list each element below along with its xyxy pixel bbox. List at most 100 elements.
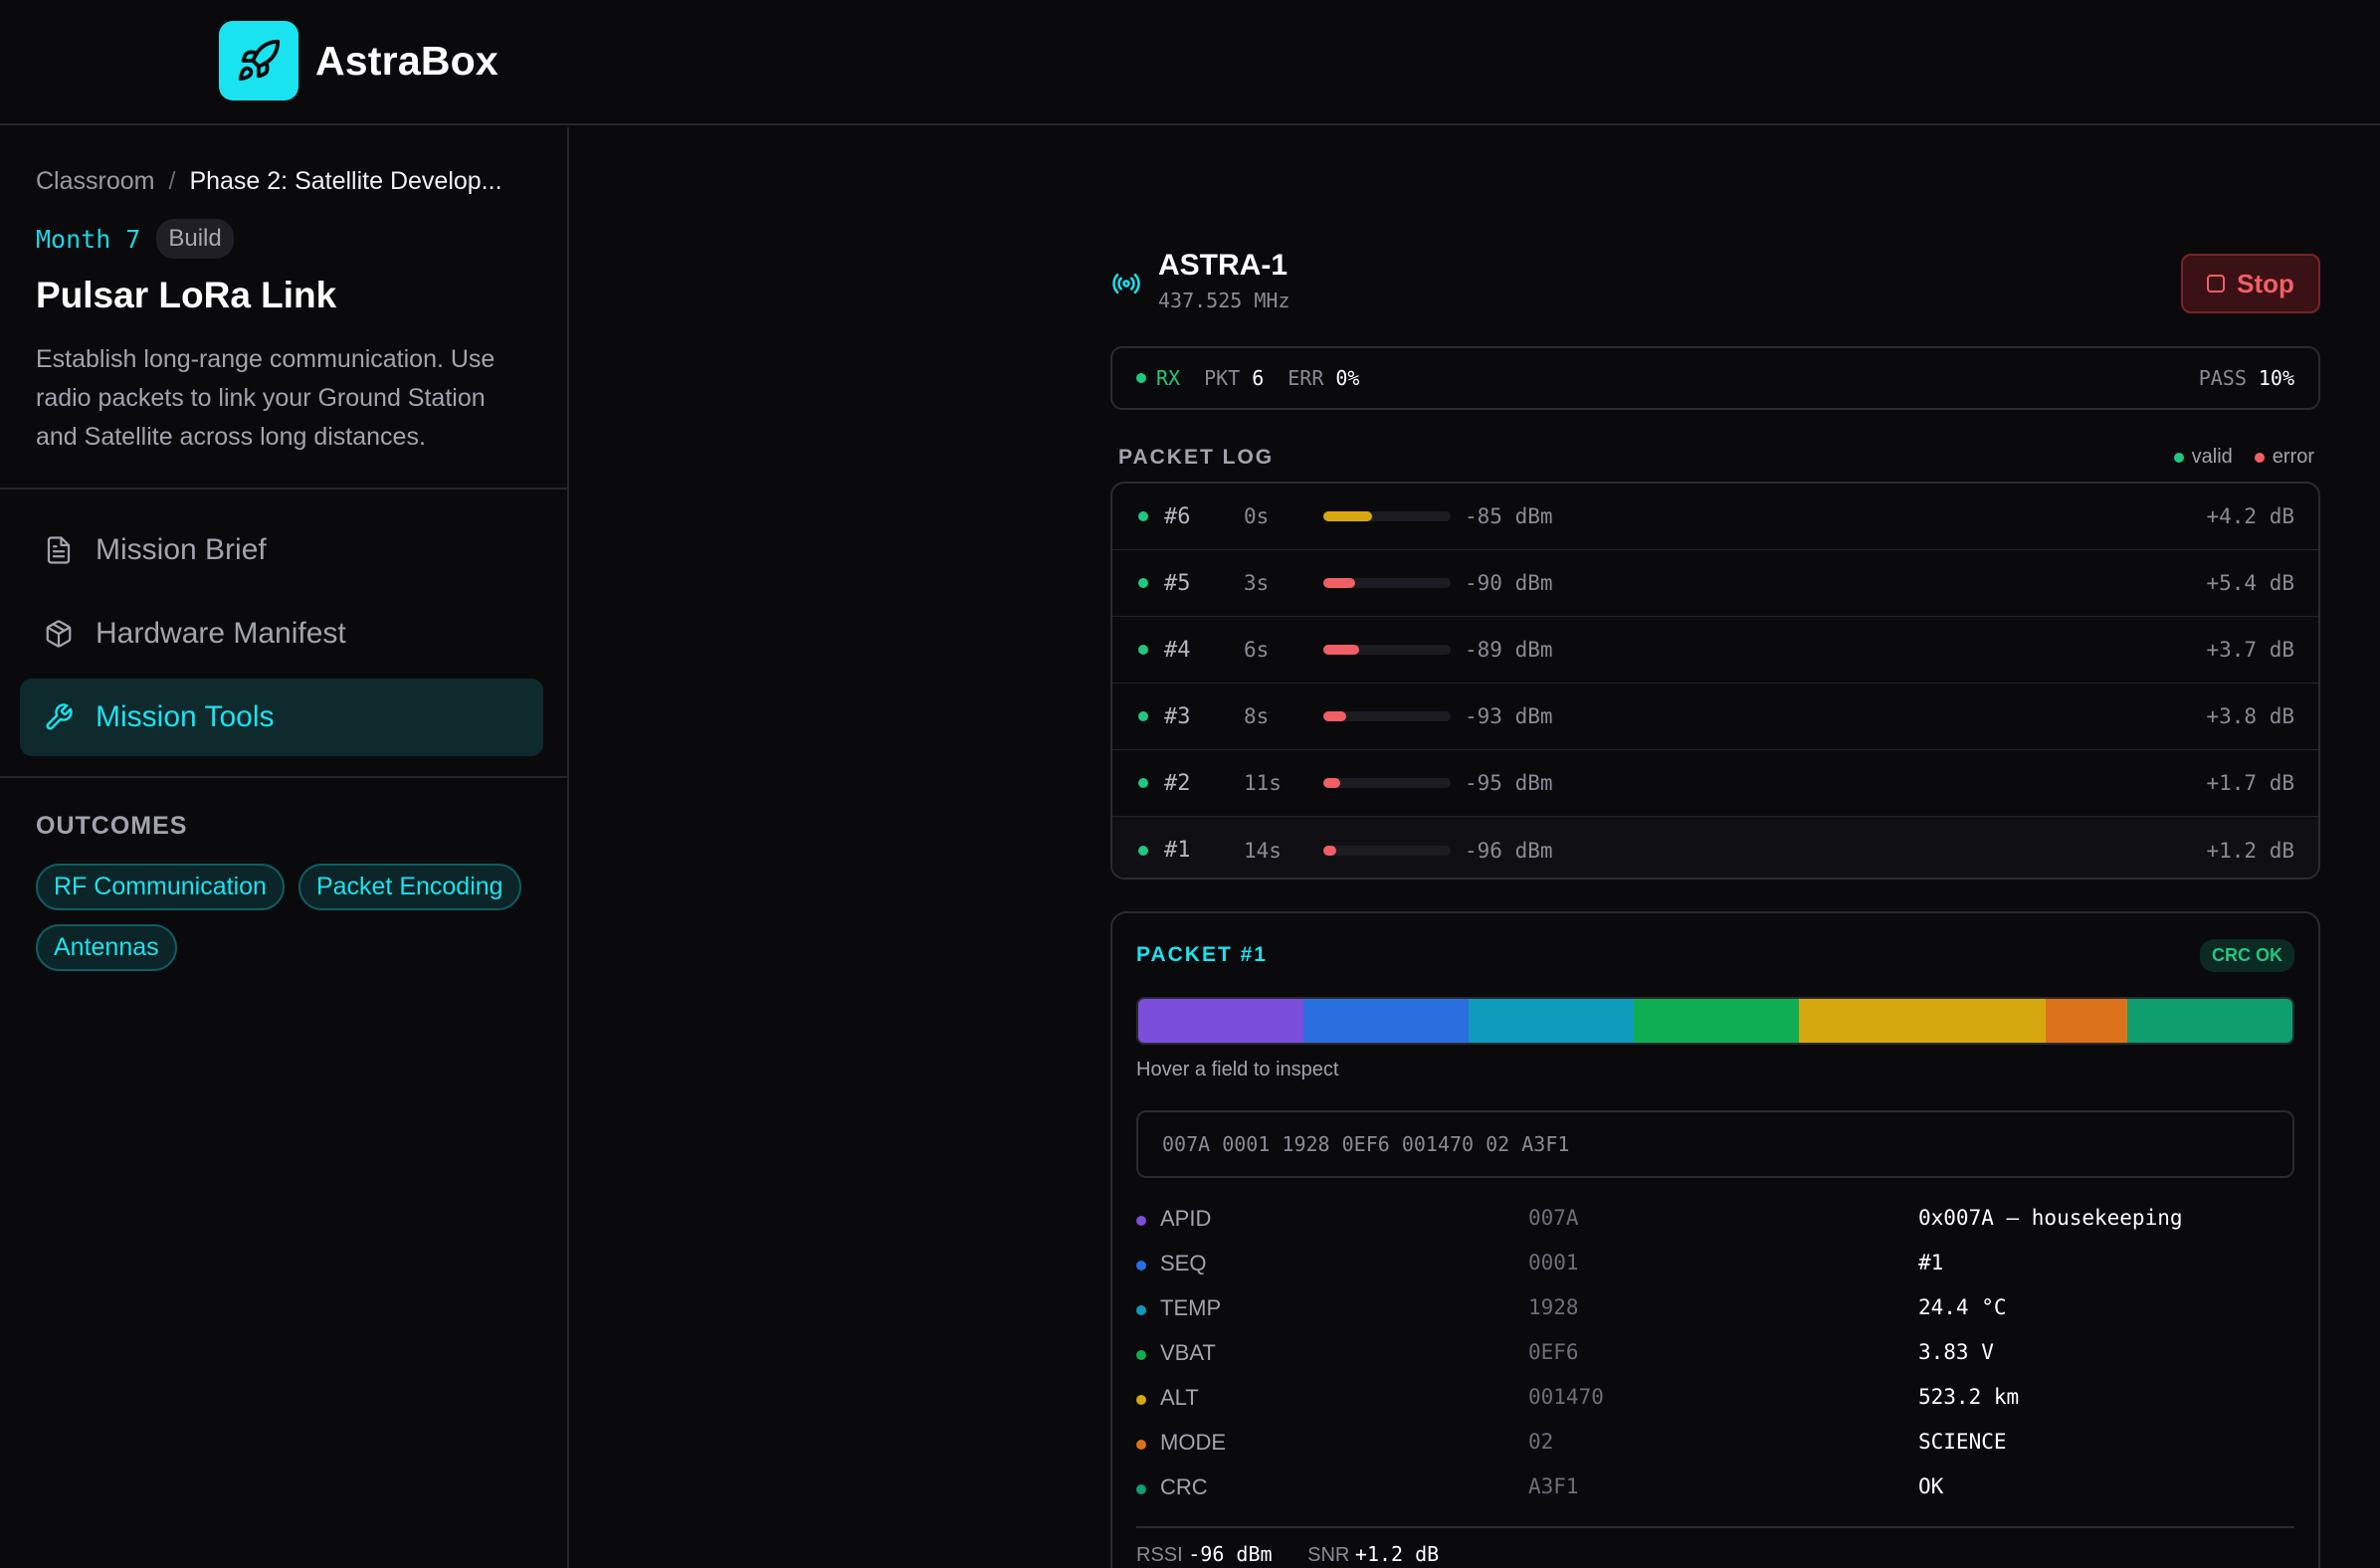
packet-snr: +1.2 dB [2206, 838, 2294, 863]
packet-inspector-title: PACKET #1 [1136, 943, 1268, 966]
field-value: SCIENCE [1918, 1430, 2007, 1454]
packet-field-bar [1136, 997, 2294, 1045]
packet-status-dot [1138, 578, 1148, 588]
lesson-title: Pulsar LoRa Link [36, 275, 337, 315]
pass-progress: 10% [2258, 366, 2294, 390]
field-hex: A3F1 [1528, 1474, 1579, 1498]
packet-rssi: -90 dBm [1465, 571, 1553, 595]
packet-field-row[interactable]: CRC A3F1 OK [1136, 1470, 2294, 1515]
signal-bar-fill [1323, 845, 1336, 856]
nav-item-hardware-manifest[interactable]: Hardware Manifest [20, 595, 543, 673]
outcomes-list: RF Communication Packet Encoding Antenna… [36, 864, 553, 971]
month-row: Month 7 Build [36, 219, 234, 259]
packet-age: 0s [1244, 504, 1270, 528]
sidebar: Classroom / Phase 2: Satellite Develop... … [0, 127, 569, 1568]
err-label: ERR [1288, 366, 1324, 390]
field-segment-alt[interactable] [1798, 999, 2046, 1043]
err-rate: 0% [1335, 366, 1360, 390]
packet-field-row[interactable]: SEQ 0001 #1 [1136, 1247, 2294, 1291]
packet-age: 14s [1244, 838, 1282, 863]
packet-log-row-selected[interactable]: #1 14s -96 dBm +1.2 dB [1112, 817, 2318, 878]
field-value: OK [1918, 1474, 1944, 1498]
packet-snr: +3.8 dB [2206, 704, 2294, 728]
packet-log-row[interactable]: #4 6s -89 dBm +3.7 dB [1112, 617, 2318, 684]
outcome-chip: Packet Encoding [298, 864, 521, 910]
packet-age: 6s [1244, 638, 1270, 662]
brand[interactable]: AstraBox [219, 21, 498, 100]
outcome-chip: Antennas [36, 924, 177, 971]
packet-age: 11s [1244, 771, 1282, 795]
packet-inspector: PACKET #1 CRC OK Hover a field to inspec… [1110, 911, 2320, 1568]
nav-item-label: Mission Brief [96, 533, 267, 566]
packet-log-row[interactable]: #5 3s -90 dBm +5.4 dB [1112, 550, 2318, 617]
stage-badge: Build [156, 219, 234, 259]
field-hex: 0EF6 [1528, 1340, 1579, 1364]
packet-status-dot [1138, 511, 1148, 521]
field-name: CRC [1160, 1474, 1208, 1499]
packet-field-row[interactable]: MODE 02 SCIENCE [1136, 1426, 2294, 1470]
field-color-dot [1136, 1440, 1146, 1450]
packet-id: #4 [1164, 637, 1191, 663]
breadcrumb-current[interactable]: Phase 2: Satellite Develop... [189, 167, 502, 195]
nav-item-label: Mission Tools [96, 700, 275, 733]
packet-log-row[interactable]: #6 0s -85 dBm +4.2 dB [1112, 484, 2318, 550]
field-color-dot [1136, 1395, 1146, 1405]
packet-signal-summary: RSSI -96 dBm SNR +1.2 dB [1136, 1542, 1439, 1567]
packet-field-row[interactable]: TEMP 1928 24.4 °C [1136, 1291, 2294, 1336]
packet-id: #1 [1164, 838, 1191, 863]
packet-status-dot [1138, 778, 1148, 788]
packet-log-heading: PACKET LOG [1118, 446, 1275, 469]
breadcrumb-classroom[interactable]: Classroom [36, 167, 155, 195]
packet-rssi: -95 dBm [1465, 771, 1553, 795]
field-value: 24.4 °C [1918, 1295, 2007, 1319]
packet-age: 3s [1244, 571, 1270, 595]
wrench-icon [42, 700, 76, 734]
stop-icon [2207, 275, 2226, 293]
stop-button[interactable]: Stop [2181, 254, 2320, 313]
packet-field-row[interactable]: ALT 001470 523.2 km [1136, 1381, 2294, 1426]
field-segment-temp[interactable] [1468, 999, 1634, 1043]
field-value: #1 [1918, 1251, 1944, 1274]
rx-mode-label: RX [1156, 366, 1181, 390]
nav-item-mission-brief[interactable]: Mission Brief [20, 511, 543, 589]
legend-error: error [2272, 446, 2314, 468]
packet-status-dot [1138, 711, 1148, 721]
outcomes-heading: OUTCOMES [36, 812, 188, 840]
field-color-dot [1136, 1350, 1146, 1360]
packet-rssi: -93 dBm [1465, 704, 1553, 728]
box-icon [42, 617, 76, 651]
app-name: AstraBox [315, 37, 498, 84]
rx-status-dot [1136, 373, 1146, 383]
packet-field-row[interactable]: VBAT 0EF6 3.83 V [1136, 1336, 2294, 1381]
packet-log-row[interactable]: #3 8s -93 dBm +3.8 dB [1112, 684, 2318, 750]
field-color-dot [1136, 1484, 1146, 1494]
valid-dot [2173, 452, 2184, 463]
field-hex: 0001 [1528, 1251, 1579, 1274]
signal-bar-fill [1323, 711, 1347, 721]
packet-log: #6 0s -85 dBm +4.2 dB #5 3s -90 dBm +5.4… [1110, 482, 2320, 880]
radio-signal-icon [1110, 269, 1142, 303]
field-hex: 007A [1528, 1206, 1579, 1230]
breadcrumb: Classroom / Phase 2: Satellite Develop... [36, 167, 502, 196]
divider [1136, 1526, 2294, 1528]
satellite-name: ASTRA-1 [1158, 249, 1289, 282]
field-segment-mode[interactable] [2045, 999, 2128, 1043]
packet-id: #3 [1164, 703, 1191, 729]
field-segment-vbat[interactable] [1633, 999, 1799, 1043]
packet-snr: +5.4 dB [2206, 571, 2294, 595]
signal-bar [1323, 511, 1451, 521]
field-segment-crc[interactable] [2127, 999, 2292, 1043]
packet-field-row[interactable]: APID 007A 0x007A — housekeeping [1136, 1202, 2294, 1247]
packet-log-row[interactable]: #2 11s -95 dBm +1.7 dB [1112, 750, 2318, 817]
packet-id: #5 [1164, 570, 1191, 596]
packet-id: #6 [1164, 503, 1191, 529]
nav-item-mission-tools[interactable]: Mission Tools [20, 679, 543, 756]
field-segment-seq[interactable] [1302, 999, 1469, 1043]
packet-status-dot [1138, 845, 1148, 856]
top-bar: AstraBox [0, 0, 2380, 125]
field-value: 0x007A — housekeeping [1918, 1206, 2183, 1230]
packet-rssi: -96 dBm [1465, 838, 1553, 863]
month-label: Month 7 [36, 224, 141, 254]
field-name: SEQ [1160, 1251, 1207, 1275]
field-segment-apid[interactable] [1138, 999, 1303, 1043]
